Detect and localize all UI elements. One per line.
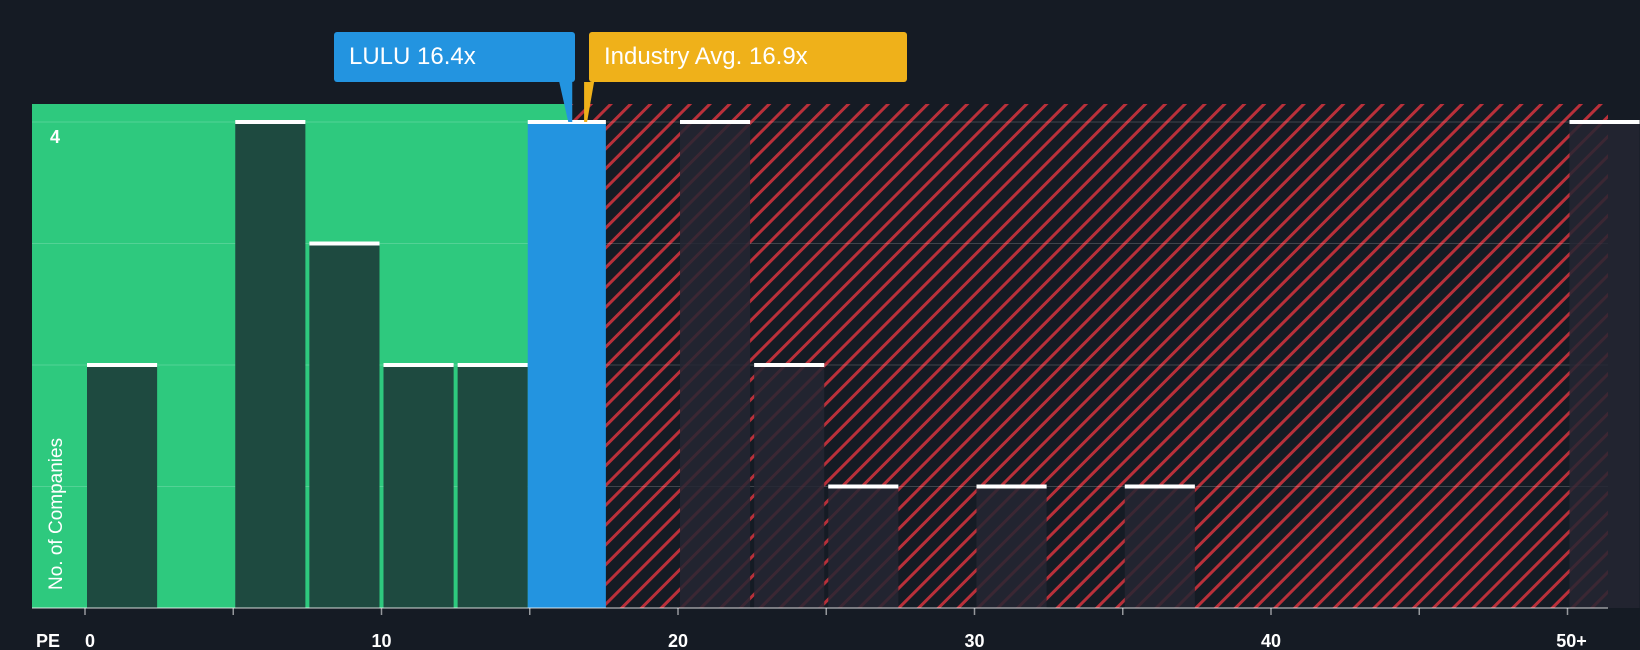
y-axis-label: No. of Companies (46, 438, 67, 590)
industry-marker (584, 82, 595, 122)
x-tick-label: 0 (85, 631, 95, 650)
bar-top-cap (680, 120, 751, 124)
bar-top-cap (309, 241, 380, 246)
bar-top-cap (828, 484, 899, 489)
bar-top-cap (976, 484, 1047, 489)
bar-top-cap (235, 120, 306, 124)
x-axis-label: PE (36, 631, 60, 650)
histogram-bar (457, 365, 528, 608)
x-tick-label: 40 (1261, 631, 1281, 650)
bar-top-cap (87, 363, 158, 367)
x-tick-label: 50+ (1556, 631, 1587, 650)
histogram-bar (87, 365, 158, 608)
bar-top-cap (383, 363, 454, 367)
histogram-bar (1124, 486, 1195, 608)
x-tick-label: 30 (964, 631, 984, 650)
histogram-bar (754, 365, 825, 608)
histogram-bar (976, 486, 1047, 608)
histogram-bar (309, 243, 380, 608)
bar-top-cap (754, 363, 825, 367)
company-pe-callout: LULU 16.4x (334, 32, 575, 82)
histogram-bar (1569, 122, 1640, 608)
histogram-bar (383, 365, 454, 608)
x-tick-label: 10 (371, 631, 391, 650)
bar-top-cap (457, 363, 528, 367)
company-marker (559, 82, 572, 122)
y-tick-label: 4 (50, 127, 60, 147)
x-tick-label: 20 (668, 631, 688, 650)
bar-top-cap (1124, 484, 1195, 489)
bar-top-cap (527, 120, 606, 124)
histogram-bar (680, 122, 751, 608)
histogram-bar (828, 486, 899, 608)
company-bar (527, 122, 606, 608)
bar-top-cap (1569, 120, 1640, 124)
histogram-bar (235, 122, 306, 608)
industry-avg-callout: Industry Avg. 16.9x (589, 32, 907, 82)
